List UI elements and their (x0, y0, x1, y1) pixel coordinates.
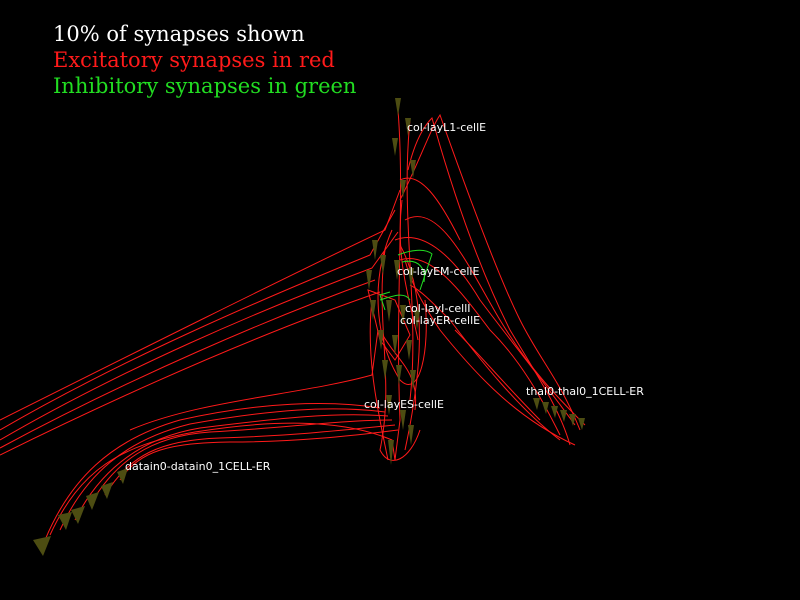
excitatory-connection (399, 258, 561, 436)
cell-marker (394, 260, 400, 280)
excitatory-connection (394, 237, 576, 426)
excitatory-connection (454, 329, 541, 421)
cell-marker (101, 482, 113, 499)
cell-marker (414, 310, 420, 330)
cell-marker (117, 468, 128, 484)
cell-marker (392, 138, 398, 156)
cell-marker (380, 255, 386, 275)
excitatory-connection (406, 119, 414, 401)
cell-marker (542, 402, 549, 414)
legend-inhibitory: Inhibitory synapses in green (53, 74, 357, 98)
excitatory-connection (0, 279, 376, 449)
cell-marker (392, 335, 398, 355)
excitatory-connection (377, 229, 427, 385)
cell-marker (569, 414, 576, 426)
excitatory-connections (0, 109, 586, 541)
cell-marker (560, 410, 567, 422)
cell-marker (396, 365, 402, 385)
cell-marker (386, 395, 392, 415)
cell-marker (370, 300, 376, 320)
cell-marker (400, 410, 406, 430)
excitatory-connection (404, 259, 576, 446)
cell-marker (366, 270, 372, 290)
excitatory-connection (0, 189, 401, 421)
cell-marker (400, 180, 406, 198)
cell-marker (382, 360, 388, 380)
population-label-layEM: col-layEM-cellE (397, 265, 479, 278)
cell-marker (408, 268, 414, 288)
excitatory-connection (0, 291, 381, 456)
legend-sample-note: 10% of synapses shown (53, 22, 305, 46)
population-label-thal0: thal0-thal0_1CELL-ER (526, 385, 644, 398)
cell-marker (551, 406, 558, 418)
cell-marker (86, 492, 99, 510)
cell-marker (71, 506, 85, 524)
excitatory-connection (74, 414, 389, 521)
cell-marker (58, 512, 72, 530)
excitatory-connection (0, 231, 399, 441)
excitatory-connection (399, 177, 461, 241)
excitatory-connection (49, 422, 396, 536)
cell-marker (408, 425, 414, 445)
population-label-layES: col-layES-cellE (364, 398, 444, 411)
excitatory-connection (379, 329, 417, 411)
inhibitory-connections (379, 249, 433, 311)
cell-marker (33, 536, 51, 556)
excitatory-connection (129, 329, 379, 431)
excitatory-connection (369, 299, 389, 461)
excitatory-connection (404, 216, 586, 426)
cell-marker (400, 305, 406, 325)
cell-markers (33, 98, 585, 556)
cell-marker (395, 98, 401, 116)
excitatory-connection (399, 113, 581, 431)
excitatory-connection (409, 284, 561, 441)
cell-marker (406, 340, 412, 360)
population-label-layI: col-layI-cellI (405, 302, 471, 315)
inhibitory-connection (397, 249, 433, 291)
inhibitory-connection (379, 291, 391, 311)
cell-marker (378, 330, 384, 350)
excitatory-connection (89, 419, 393, 506)
population-label-datain0: datain0-datain0_1CELL-ER (125, 460, 271, 473)
cell-marker (410, 160, 416, 178)
population-label-layER: col-layER-cellE (400, 314, 480, 327)
excitatory-connection (399, 199, 419, 341)
excitatory-connection (399, 244, 420, 451)
excitatory-connection (407, 117, 571, 446)
excitatory-connection (104, 424, 396, 496)
cell-marker (405, 118, 411, 136)
excitatory-connection (59, 408, 386, 531)
cell-marker (578, 418, 585, 430)
population-label-layL1: col-layL1-cellE (407, 121, 486, 134)
cell-marker (410, 370, 416, 390)
excitatory-connection (0, 209, 396, 431)
excitatory-connection (119, 429, 399, 481)
population-labels: col-layL1-cellE col-layEM-cellE col-layI… (125, 121, 644, 473)
cell-marker (533, 398, 540, 410)
excitatory-connection (44, 403, 381, 541)
cell-marker (388, 440, 394, 465)
cell-marker (386, 300, 392, 322)
inhibitory-connection (379, 294, 411, 301)
inhibitory-connection (401, 260, 425, 283)
cell-marker (372, 240, 378, 260)
legend-excitatory: Excitatory synapses in red (53, 48, 335, 72)
excitatory-connection (367, 289, 411, 361)
